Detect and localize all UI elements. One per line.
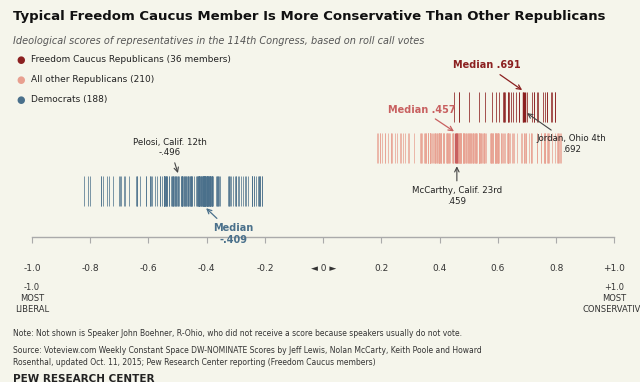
Text: ●: ●: [16, 95, 24, 105]
Text: -0.6: -0.6: [140, 264, 157, 274]
Text: 0.2: 0.2: [374, 264, 388, 274]
Text: 0.4: 0.4: [433, 264, 447, 274]
Text: -0.4: -0.4: [198, 264, 216, 274]
Text: ●: ●: [16, 55, 24, 65]
Text: Median .691: Median .691: [452, 60, 521, 89]
Text: Democrats (188): Democrats (188): [31, 95, 107, 104]
Text: Freedom Caucus Republicans (36 members): Freedom Caucus Republicans (36 members): [31, 55, 230, 65]
Text: -0.2: -0.2: [256, 264, 274, 274]
Text: -1.0: -1.0: [23, 264, 41, 274]
Text: ◄ 0 ►: ◄ 0 ►: [310, 264, 336, 274]
Text: Jordan, Ohio 4th
.692: Jordan, Ohio 4th .692: [528, 114, 606, 154]
Text: McCarthy, Calif. 23rd
.459: McCarthy, Calif. 23rd .459: [412, 168, 502, 206]
Text: All other Republicans (210): All other Republicans (210): [31, 75, 154, 84]
Text: Ideological scores of representatives in the 114th Congress, based on roll call : Ideological scores of representatives in…: [13, 36, 424, 46]
Text: +1.0
MOST
CONSERVATIVE: +1.0 MOST CONSERVATIVE: [582, 283, 640, 314]
Text: Pelosi, Calif. 12th
-.496: Pelosi, Calif. 12th -.496: [133, 138, 207, 172]
Text: Median
-.409: Median -.409: [207, 209, 253, 245]
Text: PEW RESEARCH CENTER: PEW RESEARCH CENTER: [13, 374, 154, 382]
Text: Typical Freedom Caucus Member Is More Conservative Than Other Republicans: Typical Freedom Caucus Member Is More Co…: [13, 10, 605, 23]
Text: Note: Not shown is Speaker John Boehner, R-Ohio, who did not receive a score bec: Note: Not shown is Speaker John Boehner,…: [13, 329, 462, 338]
Text: 0.8: 0.8: [549, 264, 563, 274]
Text: Source: Voteview.com Weekly Constant Space DW-NOMINATE Scores by Jeff Lewis, Nol: Source: Voteview.com Weekly Constant Spa…: [13, 346, 481, 366]
Text: 0.6: 0.6: [491, 264, 505, 274]
Text: -0.8: -0.8: [81, 264, 99, 274]
Text: +1.0: +1.0: [604, 264, 625, 274]
Text: -1.0
MOST
LIBERAL: -1.0 MOST LIBERAL: [15, 283, 49, 314]
Text: ●: ●: [16, 75, 24, 85]
Text: Median .457: Median .457: [388, 105, 455, 131]
